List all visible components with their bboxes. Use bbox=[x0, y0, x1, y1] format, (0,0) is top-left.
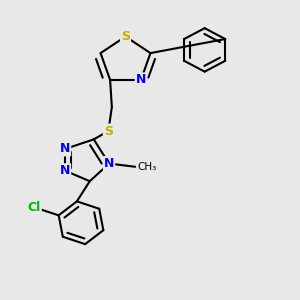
Text: S: S bbox=[121, 30, 130, 43]
Text: N: N bbox=[104, 157, 114, 170]
Text: S: S bbox=[104, 124, 113, 137]
Text: N: N bbox=[136, 74, 146, 86]
Text: N: N bbox=[60, 164, 70, 177]
Text: N: N bbox=[60, 142, 70, 155]
Text: Cl: Cl bbox=[28, 201, 41, 214]
Text: CH₃: CH₃ bbox=[137, 162, 156, 172]
